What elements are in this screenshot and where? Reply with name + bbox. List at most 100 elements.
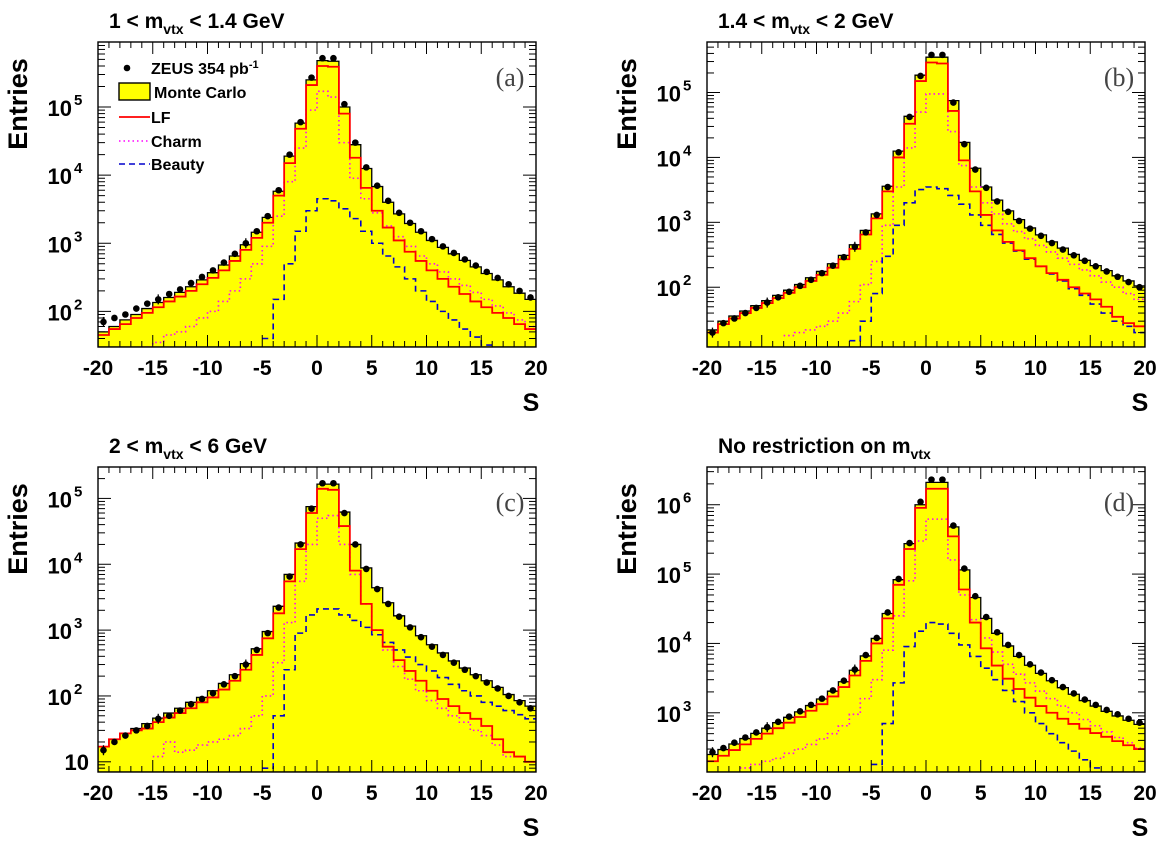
data-point	[242, 239, 250, 247]
data-point	[209, 267, 217, 274]
data-point	[1081, 257, 1089, 265]
data-point	[884, 609, 891, 616]
panel-title-subscript: vtx	[163, 21, 183, 37]
data-point	[742, 734, 749, 741]
data-point	[505, 692, 512, 700]
data-point	[961, 565, 968, 572]
x-axis-title: S	[1132, 814, 1149, 842]
plot-area	[98, 479, 536, 772]
data-point	[122, 311, 129, 318]
data-point	[1026, 225, 1034, 232]
plot-area	[98, 54, 536, 347]
data-point	[384, 197, 392, 205]
y-tick-label-exponent: 3	[74, 228, 82, 245]
data-point	[286, 573, 293, 580]
data-point	[516, 699, 523, 706]
y-tick-label-exponent: 3	[683, 698, 691, 715]
data-point	[472, 672, 480, 680]
data-point	[731, 315, 738, 322]
data-point	[1015, 217, 1023, 225]
data-point	[1070, 252, 1078, 259]
panel-title-subscript: vtx	[911, 446, 931, 462]
data-point	[731, 739, 738, 747]
data-point	[742, 309, 749, 317]
data-point	[417, 633, 425, 641]
panel-label: (a)	[496, 63, 525, 92]
data-point	[406, 624, 414, 631]
beauty-histogram	[849, 186, 1145, 342]
data-point	[341, 100, 348, 108]
data-point	[319, 479, 326, 487]
y-tick-label-exponent: 5	[74, 483, 82, 500]
data-point	[220, 681, 228, 688]
data-point	[906, 113, 913, 121]
data-point	[774, 293, 782, 301]
data-point	[785, 288, 793, 296]
data-point	[1070, 690, 1078, 697]
data-point	[395, 209, 403, 217]
x-tick-label: 10	[415, 357, 438, 380]
x-tick-label: 0	[311, 357, 323, 380]
legend-data-text: ZEUS 354 pb	[151, 61, 249, 78]
data-point	[752, 729, 760, 736]
data-point	[494, 685, 501, 692]
x-tick-label: -15	[747, 357, 778, 380]
data-point	[1004, 641, 1012, 649]
panel-title-main: 2 < m	[109, 435, 163, 458]
y-axis-title: Entries	[612, 58, 642, 150]
y-axis-title: Entries	[3, 58, 33, 150]
data-point	[231, 672, 239, 680]
x-tick-label: 0	[311, 782, 323, 805]
legend-data-label: ZEUS 354 pb-1	[151, 59, 259, 78]
data-point	[709, 748, 716, 756]
data-point	[1026, 661, 1034, 668]
data-point	[330, 479, 337, 487]
x-tick-label: -5	[253, 357, 272, 380]
legend: ZEUS 354 pb-1 Monte Carlo LF Charm Beauty	[118, 59, 259, 174]
y-tick-label-exponent: 3	[74, 615, 82, 632]
y-tick-label-mantissa: 10	[48, 619, 72, 644]
data-point	[154, 296, 162, 303]
data-point	[763, 299, 771, 306]
panel-title-subscript: vtx	[790, 21, 810, 37]
x-tick-label: 5	[975, 357, 987, 380]
data-point	[928, 51, 935, 59]
data-point	[341, 509, 348, 517]
y-tick-label-mantissa: 10	[657, 146, 681, 171]
data-point	[275, 604, 282, 611]
data-point	[472, 262, 480, 269]
data-point	[494, 274, 501, 282]
legend-beauty-label: Beauty	[151, 157, 204, 174]
legend-lf-label: LF	[151, 110, 171, 127]
data-point	[895, 575, 902, 583]
x-tick-label: -15	[747, 782, 778, 805]
data-point	[450, 659, 458, 666]
data-point	[352, 139, 359, 146]
data-point	[461, 256, 469, 263]
data-point	[971, 592, 979, 600]
data-point	[198, 695, 206, 703]
y-tick-label-exponent: 4	[74, 160, 83, 177]
y-tick-label-exponent: 2	[74, 296, 82, 313]
data-point	[917, 498, 924, 506]
data-point	[818, 695, 826, 702]
data-point	[993, 198, 1001, 205]
lf-histogram	[707, 487, 1145, 763]
data-point	[1092, 263, 1100, 270]
data-point	[1114, 711, 1121, 718]
x-tick-label: 5	[975, 782, 987, 805]
panel-label: (d)	[1104, 488, 1134, 517]
data-point	[895, 148, 902, 156]
data-point	[1125, 278, 1132, 286]
data-point	[1037, 669, 1045, 676]
data-point	[906, 539, 913, 547]
lf-histogram	[98, 487, 536, 763]
data-point	[785, 713, 793, 720]
data-point	[100, 746, 107, 754]
x-tick-label: -15	[138, 357, 169, 380]
plot-area	[707, 476, 1145, 772]
x-tick-label: -20	[692, 357, 722, 380]
panel-title-rest: < 6 GeV	[184, 435, 267, 458]
data-point	[851, 243, 859, 251]
x-tick-label: 20	[524, 357, 547, 380]
